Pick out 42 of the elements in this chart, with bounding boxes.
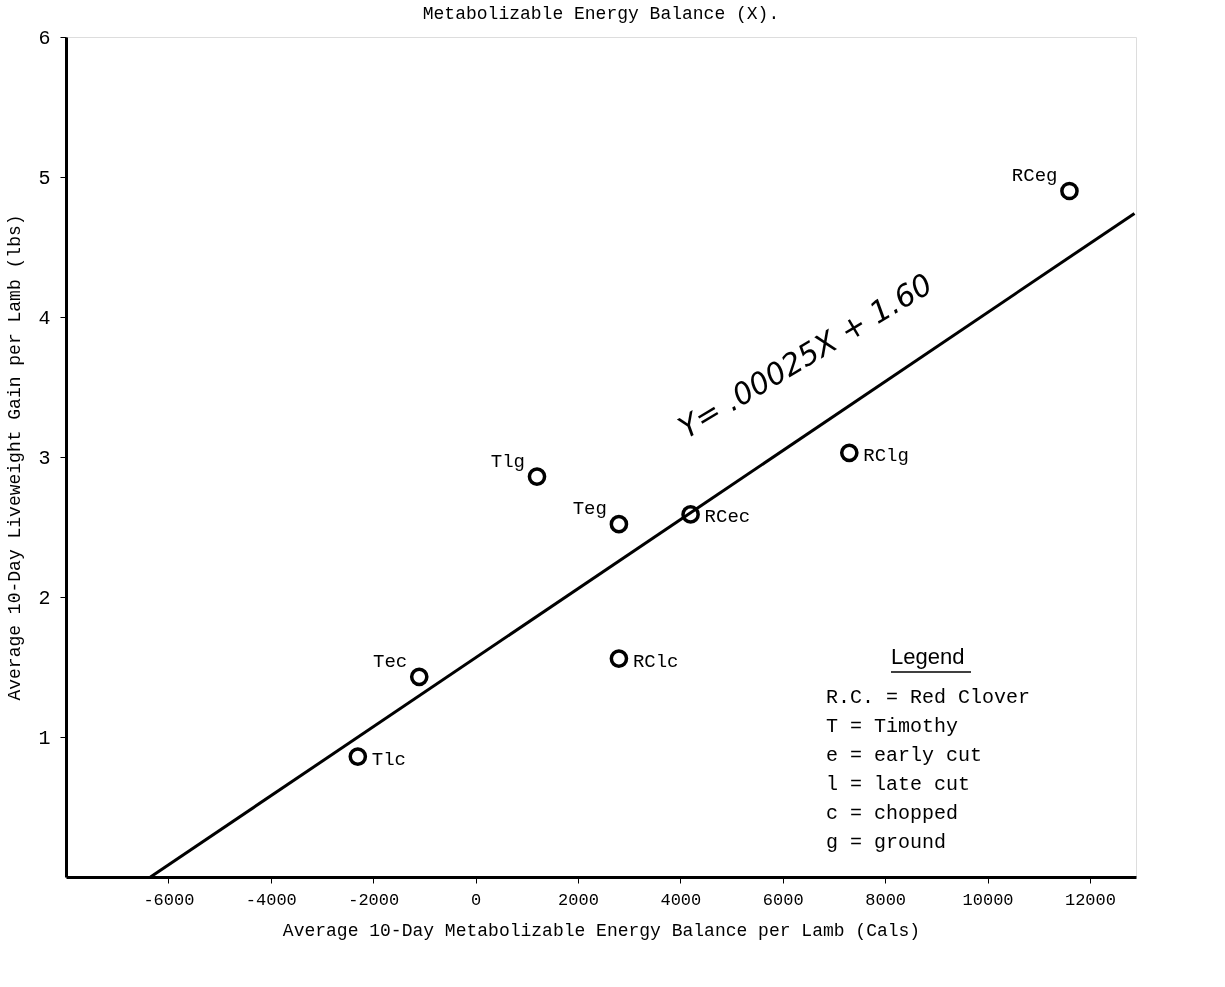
point	[839, 443, 859, 463]
annotation: Legend	[891, 644, 965, 669]
y-axis-title: Average 10-Day Liveweight Gain per Lamb (lbs)	[5, 214, 26, 701]
x-tick-label: -4000	[245, 890, 297, 910]
point	[527, 467, 547, 486]
x-tick-label: -6000	[143, 890, 195, 910]
x-axis-title: Average 10-Day Metabolizable Energy Balance per Lamb (Cals)	[282, 920, 921, 941]
x-tick-label: 4000	[660, 890, 702, 910]
x-tick-label: -2000	[348, 890, 400, 910]
chart-title: Metabolizable Energy Balance (X).	[422, 4, 780, 24]
annotation: RClg	[863, 444, 909, 467]
x-tick-label: 0	[470, 890, 482, 910]
annotation: RCec	[704, 506, 751, 529]
point	[409, 667, 429, 687]
y-tick-label: 6	[38, 26, 51, 50]
annotation: Tec	[373, 650, 408, 673]
point	[681, 505, 700, 524]
point	[348, 747, 368, 766]
y-tick-label: 3	[38, 446, 51, 470]
annotation: RClc	[632, 650, 679, 673]
annotation: Teg	[572, 498, 607, 521]
annotation: R.C. = Red Clover	[826, 686, 1031, 709]
annotation: c = chopped	[826, 802, 959, 825]
x-tick-label: 2000	[558, 890, 599, 910]
y-tick-label: 4	[38, 306, 51, 330]
y-tick-label: 2	[38, 586, 51, 610]
annotation: Tlg	[490, 450, 525, 473]
annotation: RCeg	[1011, 165, 1058, 187]
annotation: e = early cut	[826, 744, 983, 767]
x-tick-label: 8000	[865, 890, 907, 910]
point	[609, 514, 629, 534]
x-tick-label: 12000	[1064, 890, 1116, 910]
x-tick-label: 10000	[962, 890, 1014, 910]
point	[609, 649, 629, 668]
y-tick-label: 5	[38, 166, 51, 190]
annotation: Tlc	[371, 748, 407, 771]
point	[1060, 181, 1079, 201]
annotation: g = ground	[826, 831, 947, 854]
annotation: T = Timothy	[826, 715, 959, 738]
y-tick-label: 1	[38, 726, 51, 750]
annotation: l = late cut	[826, 773, 971, 796]
x-tick-label: 6000	[762, 890, 804, 910]
